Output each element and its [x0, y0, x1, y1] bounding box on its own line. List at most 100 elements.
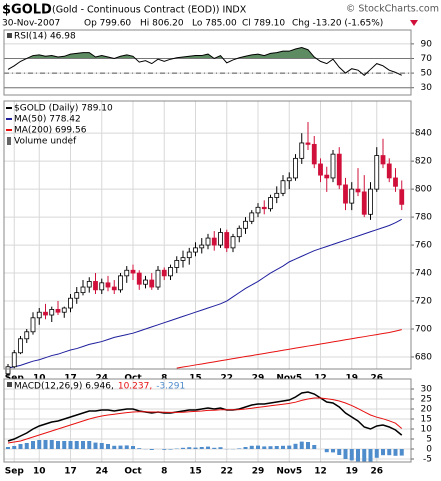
histogram-bar: [362, 449, 367, 462]
histogram-bar: [56, 441, 60, 449]
candle-body: [286, 177, 292, 182]
candle-body: [293, 157, 298, 179]
candle-body: [211, 237, 217, 246]
histogram-bar: [206, 446, 210, 449]
x-tick-label: 10: [33, 467, 46, 477]
candle-body: [393, 177, 398, 187]
y-tick-label: 25: [421, 395, 432, 405]
candle-body: [61, 307, 67, 313]
histogram-bar: [168, 449, 173, 450]
candle-body: [136, 272, 142, 285]
candle-body: [349, 188, 355, 204]
y-tick-label: 800: [415, 185, 432, 195]
x-tick-label: 12: [314, 467, 327, 477]
candle-body: [361, 191, 367, 215]
y-tick-label: -5: [423, 455, 432, 465]
y-tick-label: 720: [415, 297, 432, 307]
candle-body: [168, 267, 173, 277]
series-line: [7, 218, 402, 369]
histogram-bar: [293, 443, 298, 449]
candle-body: [49, 309, 55, 316]
panel: [4, 30, 411, 95]
candle-body: [30, 317, 36, 333]
histogram-bar: [68, 441, 73, 449]
panel-frame: [3, 100, 412, 370]
legend-icon: [7, 33, 12, 38]
histogram-bar: [93, 442, 98, 449]
y-tick-label: 740: [415, 269, 432, 279]
histogram-bar: [112, 445, 117, 449]
histogram-bar: [274, 446, 279, 449]
legend-label: $GOLD (Daily) 789.10: [14, 104, 113, 114]
histogram-bar: [337, 449, 342, 455]
candle-body: [24, 331, 30, 340]
y-tick-label: 50: [421, 69, 433, 79]
candle-body: [99, 282, 105, 291]
y-tick-label: 10: [421, 425, 433, 435]
x-tick-label: Nov5: [276, 467, 302, 477]
candle-body: [124, 269, 130, 277]
candle-body: [180, 257, 186, 261]
down-arrow: [410, 20, 418, 26]
candle-body: [318, 163, 323, 176]
y-tick-label: 780: [415, 213, 432, 223]
histogram-bar: [212, 447, 217, 449]
candle-body: [305, 142, 311, 145]
y-tick-label: 30: [421, 83, 433, 93]
histogram-bar: [43, 440, 48, 449]
x-tick-label: 24: [95, 467, 108, 477]
histogram-bar: [268, 446, 273, 449]
y-tick-label: 680: [415, 352, 432, 362]
x-tick-label: Oct: [124, 467, 142, 477]
histogram-bar: [162, 449, 167, 450]
candle-body: [55, 309, 61, 313]
candle-body: [155, 269, 161, 288]
y-tick-label: 20: [421, 405, 433, 415]
x-tick-label: 29: [252, 467, 265, 477]
legend-swatch: [7, 137, 11, 145]
histogram-bar: [199, 447, 204, 449]
candle-body: [249, 212, 255, 222]
legend-label: Volume undef: [14, 137, 77, 147]
histogram-bar: [256, 445, 260, 449]
description: (Gold - Continuous Contract (EOD)) INDX: [52, 5, 247, 16]
legend-icon: [7, 382, 12, 387]
candle-body: [268, 197, 273, 210]
high-quote: Hi 806.20: [140, 19, 184, 29]
histogram-bar: [287, 445, 292, 449]
histogram-bar: [237, 448, 242, 449]
panel-title: RSI(14) 46.98: [14, 32, 76, 42]
candle-body: [230, 236, 236, 249]
candle-body: [324, 174, 330, 179]
x-tick-label: 19: [345, 467, 358, 477]
histogram-bar: [12, 446, 17, 449]
x-tick-label: 15: [189, 467, 202, 477]
legend-label: MA(200) 699.56: [14, 126, 87, 136]
candle-body: [355, 188, 361, 193]
histogram-bar: [81, 441, 85, 449]
candle-body: [261, 206, 267, 210]
candle-body: [161, 269, 167, 277]
histogram-bar: [18, 444, 23, 449]
candle-body: [380, 155, 386, 165]
histogram-bar: [31, 441, 35, 449]
histogram-bar: [299, 441, 304, 449]
copyright: © StockCharts.com: [346, 4, 439, 15]
candle-body: [5, 366, 11, 375]
histogram-bar: [218, 447, 223, 449]
candle-body: [386, 163, 392, 179]
legend-label: -3.291: [156, 382, 185, 392]
y-tick-label: 5: [426, 435, 432, 445]
x-tick-label: Sep: [5, 467, 25, 477]
histogram-bar: [387, 449, 392, 456]
candle-body: [74, 292, 80, 299]
histogram-bar: [368, 449, 373, 462]
y-tick-label: 70: [421, 54, 433, 64]
y-tick-label: 700: [415, 324, 432, 334]
symbol: $GOLD: [2, 3, 52, 18]
y-tick-label: 820: [415, 157, 432, 167]
histogram-bar: [249, 445, 254, 449]
panel-frame: [3, 378, 412, 463]
legend-label: MA(50) 778.42: [14, 115, 81, 125]
